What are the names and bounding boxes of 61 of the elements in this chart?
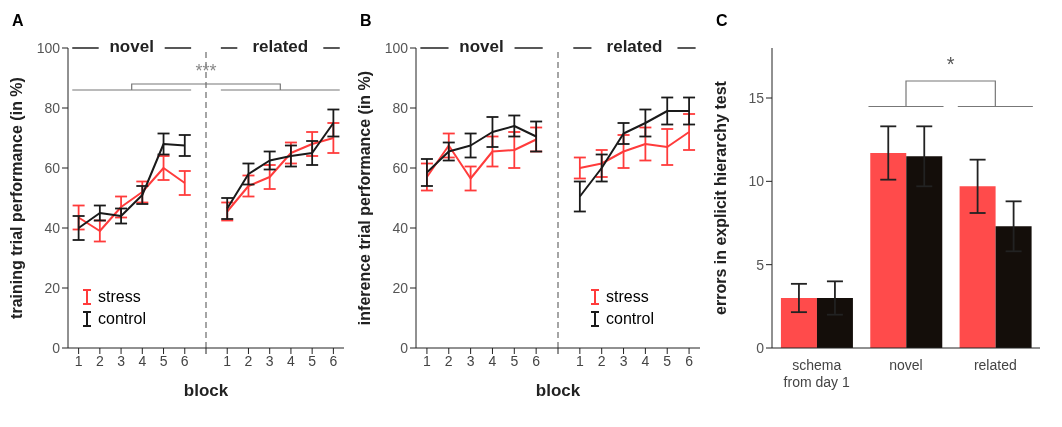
x-tick-label: 1 [223, 352, 232, 369]
annotation: related [252, 37, 309, 57]
y-tick-label: 40 [392, 219, 409, 236]
y-tick-label: 80 [392, 99, 409, 116]
y-tick-label: 0 [400, 339, 409, 356]
x-tick-label: 4 [138, 352, 147, 369]
annotation: novel [109, 37, 154, 57]
x-tick-label: 6 [180, 352, 189, 369]
annotation: related [606, 37, 663, 57]
y-tick-label: 20 [392, 279, 409, 296]
x-axis-title: block [535, 381, 581, 400]
x-tick-label: 4 [488, 352, 497, 369]
x-tick-label: related [973, 357, 1017, 373]
x-tick-label: novel [889, 357, 923, 373]
x-tick-label: schema from day 1 [783, 357, 850, 390]
y-tick-label: 0 [52, 339, 61, 356]
y-tick-label: 80 [44, 99, 61, 116]
x-tick-label: 3 [619, 352, 628, 369]
x-tick-label: 2 [597, 352, 606, 369]
x-tick-label: 5 [308, 352, 317, 369]
y-axis-title: errors in explicit hierarchy test [711, 80, 729, 315]
x-tick-label: 5 [510, 352, 519, 369]
x-tick-label: 1 [575, 352, 584, 369]
legend-label: control [606, 309, 655, 329]
y-tick-label: 60 [44, 159, 61, 176]
x-tick-label: 2 [95, 352, 104, 369]
y-tick-label: 60 [392, 159, 409, 176]
annotation: *** [195, 60, 217, 81]
x-axis-title: block [183, 381, 229, 400]
x-tick-label: 5 [159, 352, 168, 369]
x-tick-label: 3 [117, 352, 126, 369]
x-tick-label: 6 [532, 352, 541, 369]
y-tick-label: 20 [44, 279, 61, 296]
x-tick-label: 2 [244, 352, 253, 369]
chart-title: B [360, 12, 372, 30]
y-tick-label: 100 [36, 39, 61, 56]
legend-label: control [98, 309, 147, 329]
legend-label: stress [606, 287, 649, 307]
y-tick-label: 40 [44, 219, 61, 236]
chart-title: C [716, 12, 728, 30]
y-tick-label: 100 [384, 39, 409, 56]
x-tick-label: 4 [287, 352, 296, 369]
x-tick-label: 4 [641, 352, 650, 369]
x-tick-label: 6 [685, 352, 694, 369]
y-tick-label: 10 [748, 173, 765, 190]
chart-title: A [12, 12, 24, 30]
x-tick-label: 5 [663, 352, 672, 369]
y-axis-title: inference trial performance (in %) [355, 70, 373, 326]
annotation: novel [459, 37, 504, 57]
x-tick-label: 1 [423, 352, 432, 369]
x-tick-label: 3 [265, 352, 274, 369]
y-axis-title: training trial performance (in %) [7, 77, 25, 319]
y-tick-label: 15 [748, 89, 765, 106]
y-tick-label: 5 [756, 256, 765, 273]
x-tick-label: 6 [329, 352, 338, 369]
y-tick-label: 0 [756, 339, 765, 356]
x-tick-label: 1 [74, 352, 83, 369]
legend-label: stress [98, 287, 141, 307]
x-tick-label: 2 [444, 352, 453, 369]
annotation: * [946, 53, 955, 76]
x-tick-label: 3 [466, 352, 475, 369]
